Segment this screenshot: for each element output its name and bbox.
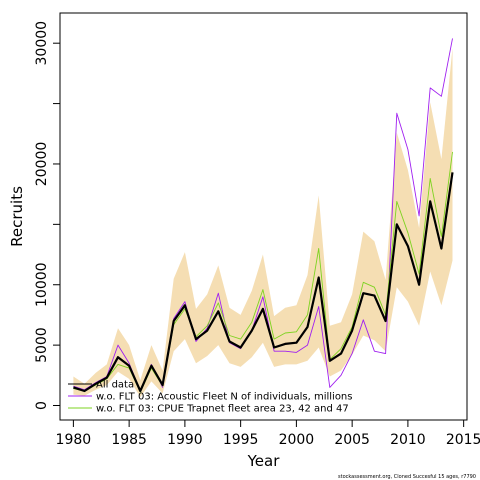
legend-entry: w.o. FLT 03: CPUE Trapnet fleet area 23,… <box>96 404 349 415</box>
x-tick-label: 1980 <box>56 432 92 448</box>
x-tick-label: 1990 <box>167 432 203 448</box>
series-line-0 <box>73 172 454 393</box>
x-tick-label: 1985 <box>111 432 147 448</box>
x-tick-label: 2005 <box>334 432 370 448</box>
y-tick-label: 30000 <box>34 21 50 66</box>
x-tick-label: 2010 <box>390 432 426 448</box>
x-tick-label: 2015 <box>446 432 480 448</box>
y-tick-label: 0 <box>34 401 50 410</box>
plot-frame <box>59 12 468 421</box>
y-tick-label: 5000 <box>34 327 50 363</box>
y-axis-title: Recruits <box>8 186 26 247</box>
x-tick-label: 2000 <box>279 432 315 448</box>
y-tick-label: 10000 <box>34 262 50 307</box>
footer-note: stockassessment.org, Cloned Succesful 15… <box>338 474 476 480</box>
x-tick-label: 1995 <box>223 432 259 448</box>
x-axis-title: Year <box>247 452 281 470</box>
y-tick-label: 20000 <box>34 142 50 187</box>
confidence-band <box>73 48 453 398</box>
legend-entry: All data <box>96 380 134 391</box>
legend-entry: w.o. FLT 03: Acoustic Fleet N of individ… <box>96 392 352 403</box>
